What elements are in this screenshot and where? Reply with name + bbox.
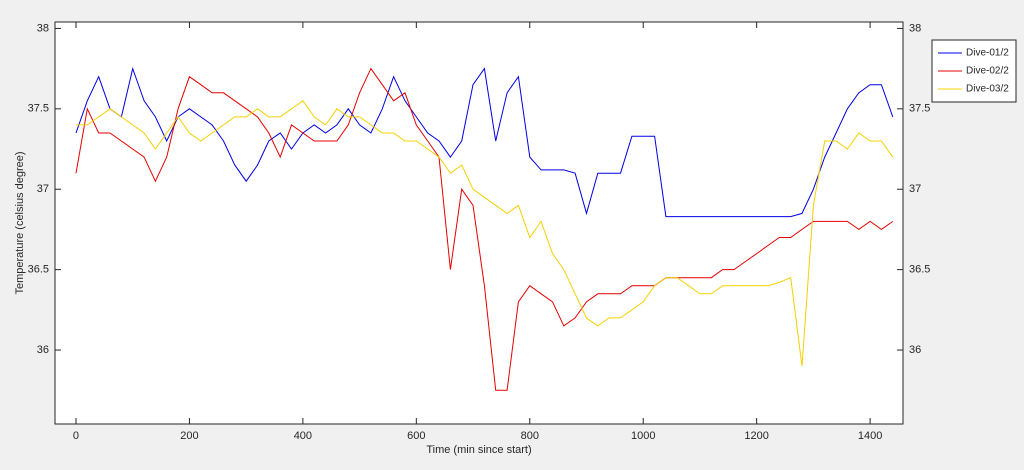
plot-area — [55, 22, 903, 424]
y2-tick-label: 38 — [909, 22, 921, 34]
y2-tick-label: 37 — [909, 183, 921, 195]
series-line — [76, 100, 894, 367]
x-tick-label: 200 — [180, 430, 198, 442]
y-tick-label: 36.5 — [28, 264, 49, 276]
axes-box — [54, 21, 904, 425]
y2-tick-label: 36 — [909, 344, 921, 356]
legend-label: Dive-01/2 — [966, 48, 1009, 59]
y-axis-label: Temperature (celsius degree) — [14, 151, 26, 294]
x-tick-label: 1200 — [744, 430, 768, 442]
y2-tick-label: 37.5 — [909, 103, 930, 115]
x-tick-label: 1400 — [858, 430, 882, 442]
y-tick-label: 37 — [37, 183, 49, 195]
x-tick-label: 600 — [407, 430, 425, 442]
series-line — [75, 67, 894, 391]
legend-label: Dive-02/2 — [966, 66, 1009, 77]
y-tick-label: 38 — [37, 22, 49, 34]
x-tick-label: 0 — [73, 430, 79, 442]
x-tick-label: 800 — [521, 430, 539, 442]
x-axis-label: Time (min since start) — [426, 444, 531, 456]
y2-tick-label: 36.5 — [909, 264, 930, 276]
series-line — [75, 66, 894, 218]
x-tick-label: 1000 — [631, 430, 655, 442]
x-tick-label: 400 — [294, 430, 312, 442]
y-tick-label: 36 — [37, 344, 49, 356]
legend-label: Dive-03/2 — [966, 84, 1009, 95]
y-tick-label: 37.5 — [28, 103, 49, 115]
